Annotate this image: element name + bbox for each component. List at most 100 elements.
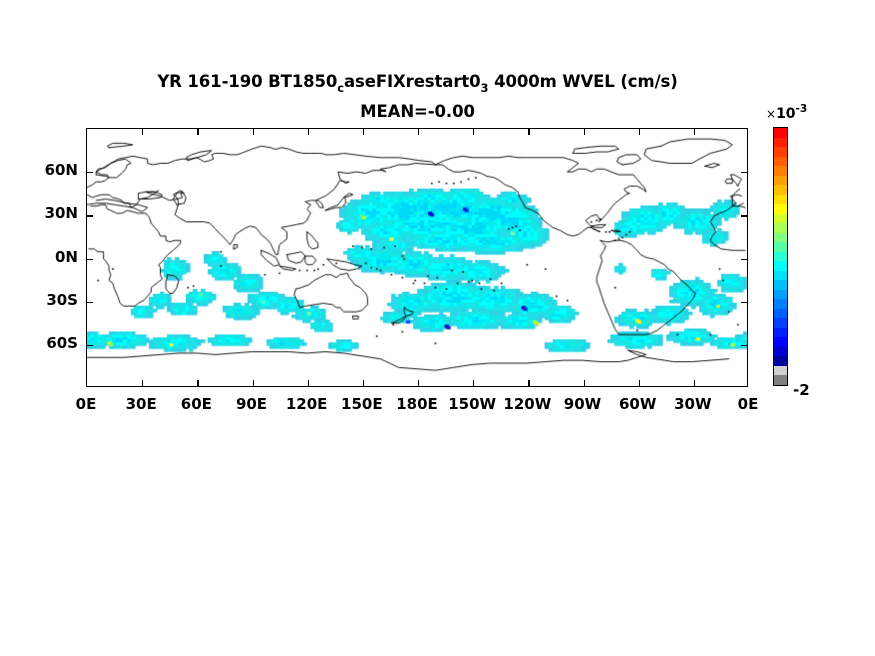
title-subscript-3: 3 [480,81,489,96]
x-tick-60E [197,380,199,386]
chart-subtitle: MEAN=-0.00 [360,102,475,122]
x-axis-label-150E: 150E [341,395,383,413]
y-axis-label-30S: 30S [46,290,78,309]
colorbar-segment-13 [774,251,787,262]
x-tick-150W [473,380,475,386]
x-tick-120E [307,380,309,386]
colorbar-segment-0 [774,128,787,138]
x-tick-30W [693,129,696,135]
x-axis-label-180E: 180E [396,395,438,413]
y-tick-60N [741,172,747,174]
colorbar-segment-10 [774,223,787,233]
x-tick-150E [362,129,365,135]
x-tick-90E [252,380,254,386]
colorbar-segment-20 [774,318,787,328]
y-tick-60S [87,344,93,347]
x-tick-90W [583,129,585,135]
y-tick-0N [87,258,93,260]
colorbar-segment-1 [774,137,787,148]
x-axis-label-90E: 90E [235,395,268,413]
colorbar-exponent-label: ×10-3 [766,103,807,122]
colorbar-segment-2 [774,147,787,157]
colorbar-segment-18 [774,299,787,309]
colorbar-exp-power: -3 [795,103,808,115]
x-tick-30W [693,380,696,386]
x-axis-label-30W: 30W [674,395,712,413]
x-axis-label-0E: 0E [737,395,759,413]
x-tick-90E [252,129,254,135]
y-axis-label-wrap-60S: 60S [0,333,78,352]
y-tick-60N [87,172,93,174]
x-tick-150W [473,129,475,135]
colorbar-segment-5 [774,175,787,186]
colorbar-min-label: -2 [793,381,810,399]
x-axis-label-0E: 0E [75,395,97,413]
y-tick-0N [741,258,747,260]
colorbar-exp-base: 10 [776,105,796,122]
colorbar-segment-15 [774,270,787,281]
colorbar-segment-12 [774,242,787,252]
y-tick-30N [741,215,747,217]
colorbar-segment-8 [774,204,787,214]
title-part-3: 4000m WVEL (cm/s) [488,72,678,91]
x-tick-90W [583,380,585,386]
colorbar-gradient-strip [774,128,787,385]
x-tick-180E [418,129,420,135]
y-axis-label-30N: 30N [44,204,78,223]
y-axis-label-wrap-30S: 30S [0,290,78,309]
chart-title-block: YR 161-190 BT1850caseFIXrestart03 4000m … [86,70,749,123]
x-tick-120E [307,129,309,135]
multiply-icon: × [766,106,777,121]
colorbar-segment-23 [774,346,787,357]
x-tick-60E [197,129,199,135]
colorbar-segment-24 [774,356,787,366]
colorbar-segment-16 [774,280,787,290]
x-tick-60W [638,380,640,386]
x-axis-label-90W: 90W [563,395,602,413]
x-tick-150E [362,380,365,386]
x-axis-label-30E: 30E [125,395,157,413]
x-tick-30E [142,380,144,386]
colorbar-segment-6 [774,185,787,195]
y-tick-60S [741,344,747,347]
colorbar-segment-7 [774,194,787,205]
y-tick-30N [87,215,93,217]
title-subscript-c: c [337,81,344,96]
colorbar[interactable] [773,127,788,386]
x-tick-180E [418,380,420,386]
x-axis-label-150W: 150W [448,395,497,413]
title-part-2: aseFIXrestart0 [343,72,481,91]
x-tick-60W [638,129,640,135]
x-tick-120W [528,380,530,386]
y-axis-label-0N: 0N [55,247,78,266]
x-tick-120W [528,129,530,135]
page-title: YR 161-190 BT1850caseFIXrestart03 4000m … [86,70,749,100]
y-axis-label-60N: 60N [44,161,78,180]
y-tick-30S [741,301,747,303]
map-plot-area [86,128,748,387]
colorbar-segment-22 [774,337,787,347]
colorbar-segment-19 [774,308,787,319]
colorbar-segment-3 [774,156,787,167]
x-axis-label-60E: 60E [180,395,212,413]
colorbar-segment-11 [774,232,787,243]
colorbar-segment-17 [774,289,787,300]
x-axis-label-60W: 60W [618,395,657,413]
colorbar-segment-14 [774,261,787,271]
colorbar-segment-9 [774,213,787,224]
y-axis-label-wrap-60N: 60N [0,160,78,179]
colorbar-segment-26 [774,375,787,385]
world-map-heatmap [87,129,747,386]
x-axis-label-120E: 120E [285,395,328,413]
y-axis-label-wrap-0N: 0N [0,247,78,266]
y-tick-30S [87,301,93,303]
y-axis-label-wrap-30N: 30N [0,203,78,222]
x-tick-30E [142,129,144,135]
colorbar-segment-25 [774,365,787,376]
title-part-1: YR 161-190 BT1850 [157,72,338,91]
colorbar-segment-21 [774,327,787,338]
x-axis-label-120W: 120W [503,395,552,413]
colorbar-segment-4 [774,166,787,176]
y-axis-label-60S: 60S [46,333,78,352]
